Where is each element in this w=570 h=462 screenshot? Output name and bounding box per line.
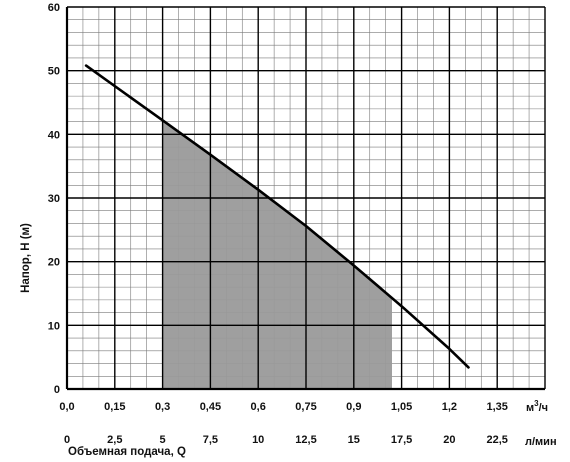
x-tick-label-top: 0,6 [251,401,266,413]
x-axis-bottom-unit: л/мин [525,436,557,448]
y-tick-label: 30 [48,193,60,205]
x-tick-label-top: 0,3 [155,401,170,413]
x-tick-label-bottom: 2,5 [107,434,122,446]
x-tick-label-top: 1,35 [486,401,507,413]
y-axis-tick-labels: 0 10 20 30 40 50 60 [48,2,60,396]
x-tick-label-bottom: 10 [252,434,264,446]
head-flow-curve [84,64,470,369]
x-tick-label-bottom: 20 [443,434,455,446]
x-tick-label-top: 0,45 [200,401,221,413]
x-tick-label-top: 0,75 [295,401,316,413]
x-tick-label-bottom: 15 [348,434,360,446]
x-tick-label-top: 1,2 [442,401,457,413]
y-tick-label: 10 [48,320,60,332]
y-tick-label: 20 [48,257,60,269]
y-tick-label: 40 [48,129,60,141]
x-axis-top-unit: м3/ч [526,399,548,414]
x-tick-label-bottom: 5 [160,434,166,446]
x-tick-label-bottom: 17,5 [391,434,412,446]
x-tick-label-bottom: 12,5 [295,434,316,446]
x-tick-label-top: 0,0 [59,401,74,413]
y-tick-label: 0 [54,384,60,396]
operating-range-layer [162,120,392,390]
x-tick-label-top: 1,05 [391,401,412,413]
x-tick-label-top: 0,15 [104,401,125,413]
y-tick-label: 50 [48,66,60,78]
x-tick-label-bottom: 22,5 [486,434,507,446]
operating-range-shade [162,120,392,390]
x-tick-label-bottom: 7,5 [203,434,218,446]
major-grid [65,6,546,391]
x-axis-title: Объемная подача, Q [68,446,186,458]
performance-curve-layer [84,64,470,369]
x-axis-top-tick-labels: 0,0 0,15 0,3 0,45 0,6 0,75 0,9 1,05 1,2 1,35 [59,401,508,413]
y-axis-title: Напор, H (м) [20,223,32,293]
x-tick-label-bottom: 0 [64,434,70,446]
x-tick-label-top: 0,9 [346,401,361,413]
x-axis-bottom-tick-labels: 0 2,5 5 7,5 10 12,5 15 17,5 20 22,5 [64,434,508,446]
y-tick-label: 60 [48,2,60,14]
